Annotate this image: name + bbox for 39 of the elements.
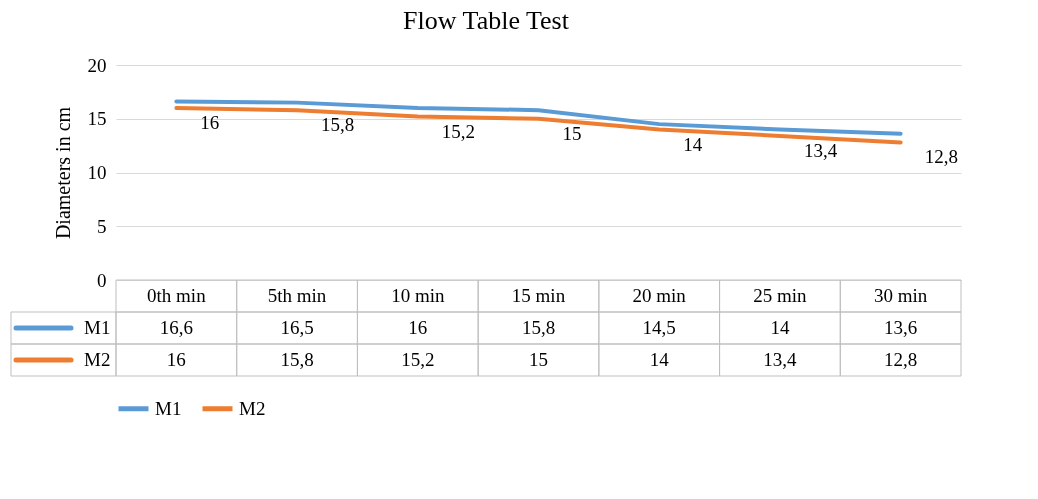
x-tick-label: 0th min [147,285,207,306]
data-label: 15,2 [401,349,435,370]
data-label: 15 [529,349,548,370]
text: M2 [239,397,266,419]
text: M1 [155,397,182,419]
y-tick-label: 20 [87,54,107,76]
x-tick-label: 25 min [753,285,808,306]
x-tick-label: 30 min [873,285,928,306]
data-label: 13,4 [763,349,798,370]
x-tick-label: 15 min [511,285,566,306]
data-label: 16 [408,317,428,338]
data-label: 15,8 [521,317,556,338]
x-tick-label: 10 min [391,285,445,306]
chart-title: Flow Table Test [403,6,570,35]
text: 15,2 [441,120,476,142]
data-label: 14,5 [642,317,676,338]
data-label: 15,8 [280,349,314,370]
text: 13,4 [803,139,838,161]
y-tick-label: 15 [87,108,107,130]
text: 14 [683,133,703,155]
data-label: 14 [649,349,670,370]
text: 15,8 [321,114,355,136]
text: 15 [562,122,582,144]
data-label: 14 [770,317,790,338]
x-tick-label: 5th min [267,285,327,306]
data-label: 16,6 [159,317,193,338]
data-label: 13,6 [884,317,918,338]
legend-label: M2 [84,349,111,370]
data-label: 16,5 [280,317,314,338]
y-tick-label: 5 [97,215,107,237]
data-label: 16 [166,349,186,370]
text: 12,8 [924,146,958,168]
y-tick-label: 0 [97,269,107,291]
legend-label: M1 [84,317,111,338]
y-tick-label: 10 [87,162,107,183]
x-tick-label: 20 min [632,285,687,306]
text: 16 [200,112,220,133]
y-axis-title: Diameters in cm [51,106,74,240]
data-label: 12,8 [884,349,918,370]
